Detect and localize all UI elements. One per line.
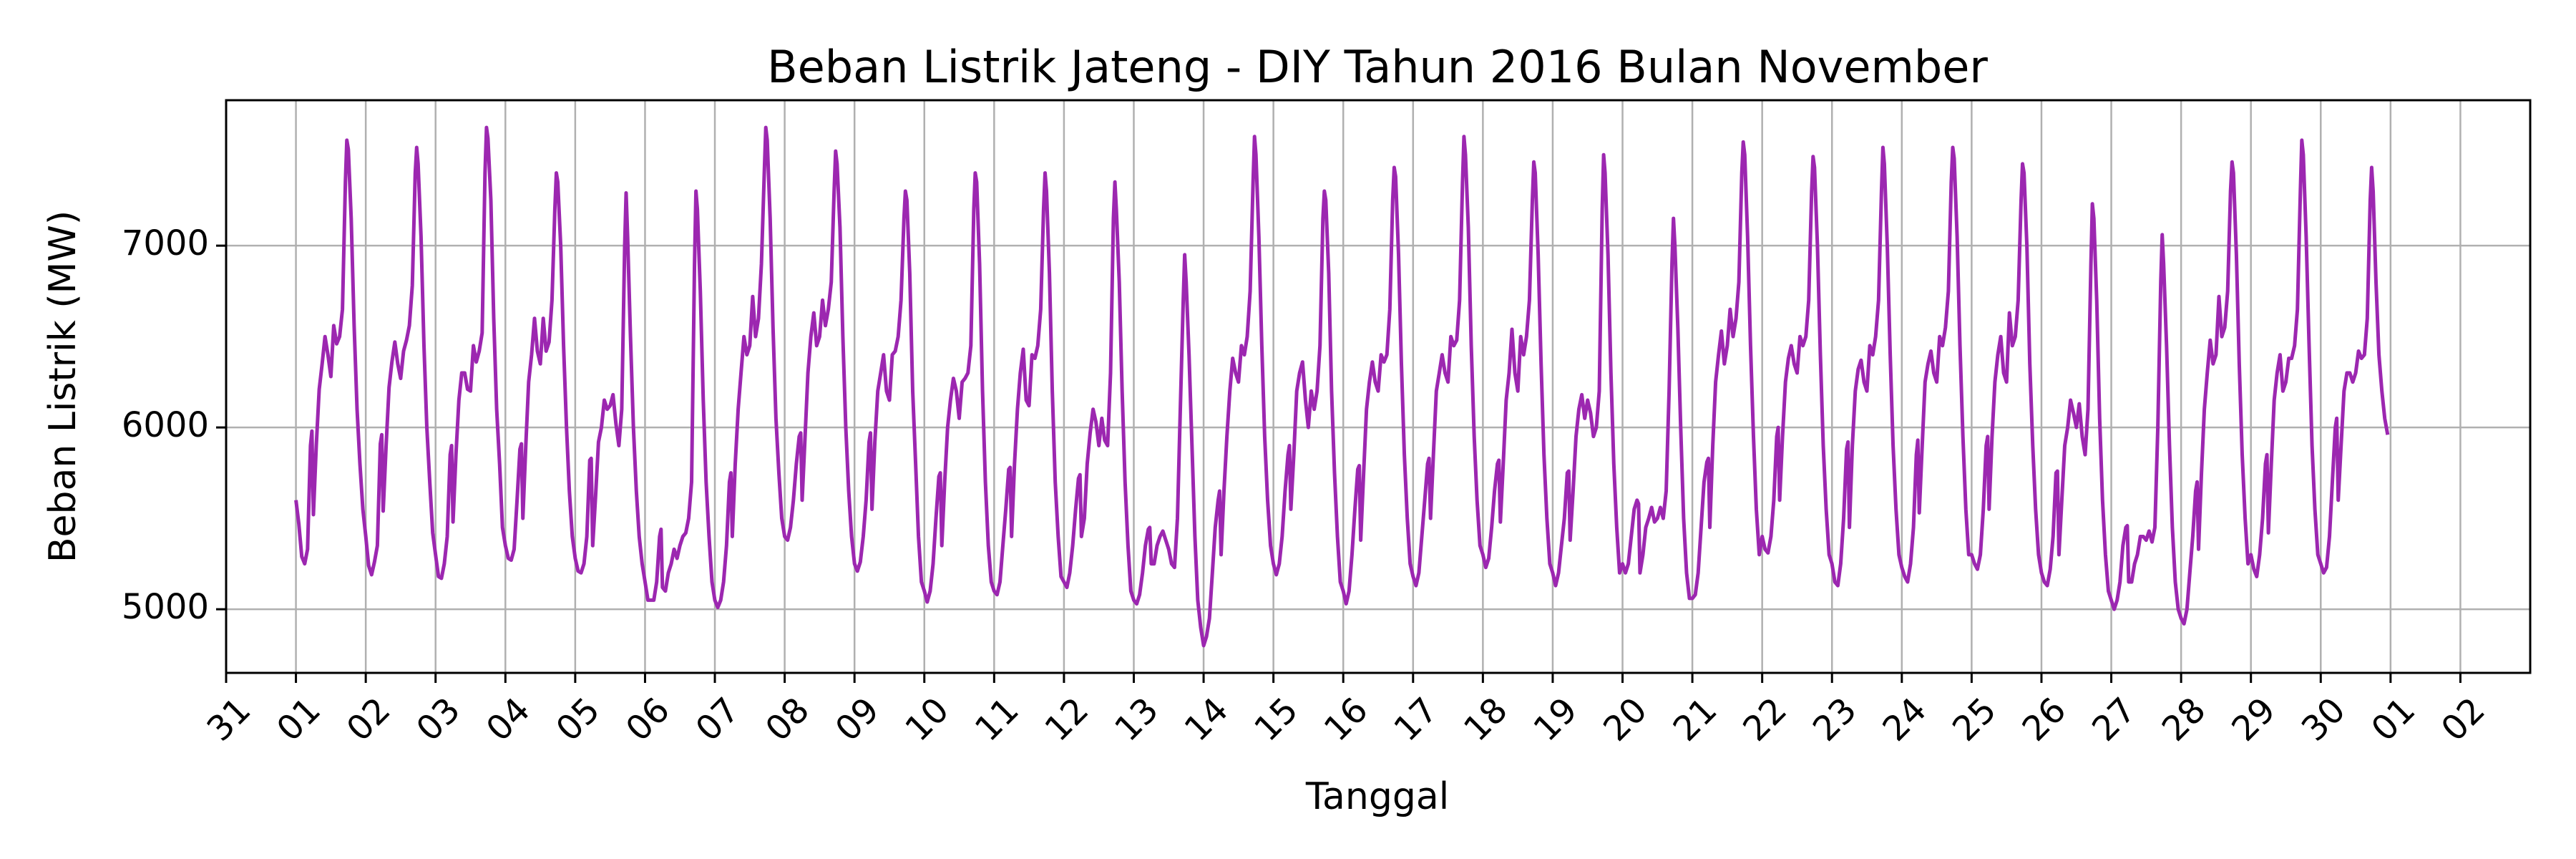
x-tick-label: 26: [2015, 690, 2074, 749]
grid-lines: [225, 100, 2530, 673]
plot-area-frame: [225, 99, 2532, 674]
x-tick-label: 17: [1386, 690, 1445, 749]
y-axis-title: Beban Listrik (MW): [42, 210, 84, 563]
x-tick-label: 22: [1735, 690, 1795, 749]
x-tick-label: 02: [2434, 690, 2493, 749]
x-tick-label: 08: [758, 690, 817, 749]
x-tick-label: 15: [1246, 690, 1306, 749]
x-tick-label: 01: [2363, 690, 2423, 749]
series-line-beban-listrik: [294, 125, 2390, 648]
chart-title: Beban Listrik Jateng - DIY Tahun 2016 Bu…: [767, 41, 1988, 93]
x-tick-label: 30: [2294, 690, 2353, 749]
x-tick-label: 16: [1317, 690, 1376, 749]
y-tick-label: 7000: [122, 223, 209, 263]
x-tick-label: 19: [1526, 690, 1586, 749]
x-tick-label: 20: [1596, 690, 1655, 749]
x-tick-label: 05: [548, 690, 608, 749]
x-tick-label: 25: [1945, 690, 2004, 749]
x-tick-label: 02: [339, 690, 399, 749]
x-tick-label: 14: [1177, 690, 1236, 749]
y-tick-label: 6000: [122, 405, 209, 445]
x-tick-label: 31: [200, 690, 259, 749]
x-tick-label: 12: [1038, 690, 1097, 749]
x-tick-label: 07: [688, 690, 748, 749]
x-tick-label: 11: [967, 690, 1027, 749]
x-tick-label: 27: [2084, 690, 2144, 749]
x-tick-label: 13: [1107, 690, 1166, 749]
x-tick-label: 18: [1456, 690, 1516, 749]
x-tick-label: 23: [1805, 690, 1865, 749]
x-tick-label: 21: [1666, 690, 1725, 749]
x-axis-title: Tanggal: [1305, 775, 1449, 818]
x-tick-label: 03: [409, 690, 468, 749]
x-tick-label: 04: [479, 690, 538, 749]
x-tick-label: 10: [897, 690, 957, 749]
x-tick-label: 09: [828, 690, 887, 749]
x-tick-label: 29: [2224, 690, 2283, 749]
x-tick-label: 06: [618, 690, 678, 749]
x-axis-ticks: 31 01 02 03 04 05 06 07 08 09 10 11 12 13 14 15 16 17 18 19…: [200, 673, 2493, 749]
x-tick-label: 24: [1875, 690, 1934, 749]
x-tick-label: 01: [269, 690, 328, 749]
y-tick-label: 5000: [122, 587, 209, 627]
y-axis-ticks: 5000 6000 7000: [122, 223, 226, 627]
x-tick-label: 28: [2155, 690, 2214, 749]
